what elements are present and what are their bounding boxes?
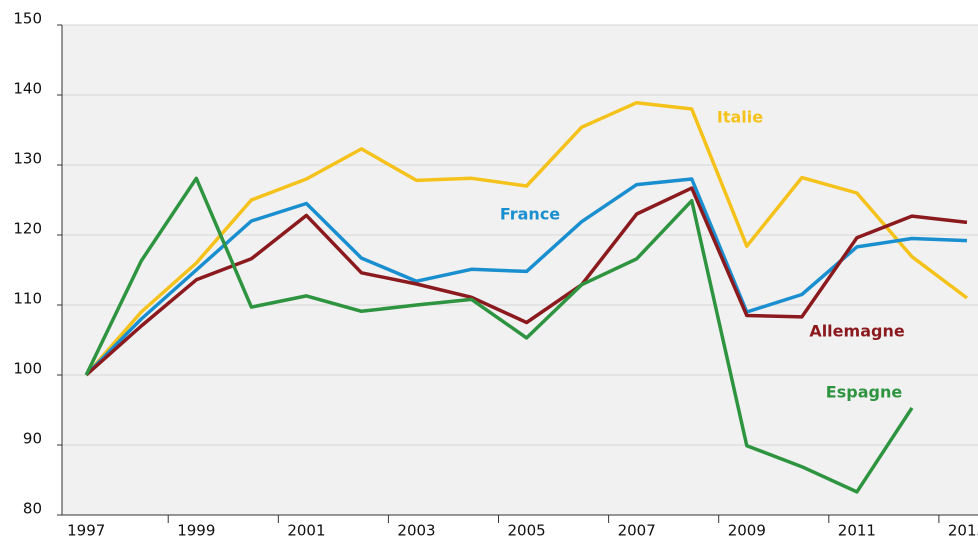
series-line [84,100,969,377]
y-tick-label: 130 [13,150,42,168]
series-line [84,177,968,377]
y-tick-label: 150 [13,10,42,28]
x-tick-label: 2005 [508,522,546,540]
series-label: Italie [717,108,763,127]
x-tick-label: 1999 [177,522,215,540]
series-label: Espagne [826,383,903,402]
y-tick-label: 140 [13,80,42,98]
series-label: Allemagne [809,322,905,341]
series-line [84,176,914,494]
x-tick-label: 1997 [67,522,105,540]
x-tick-label: 2003 [397,522,435,540]
y-tick-label: 90 [23,430,42,448]
x-tick-label: 2007 [618,522,656,540]
x-tick-label: 2001 [287,522,325,540]
y-tick-label: 120 [13,220,42,238]
y-tick-label: 110 [13,290,42,308]
x-tick-label: 2009 [728,522,766,540]
series-label: France [500,205,560,224]
y-tick-label: 80 [23,500,42,518]
y-tick-label: 100 [13,360,42,378]
x-tick-label: 2011 [838,522,876,540]
